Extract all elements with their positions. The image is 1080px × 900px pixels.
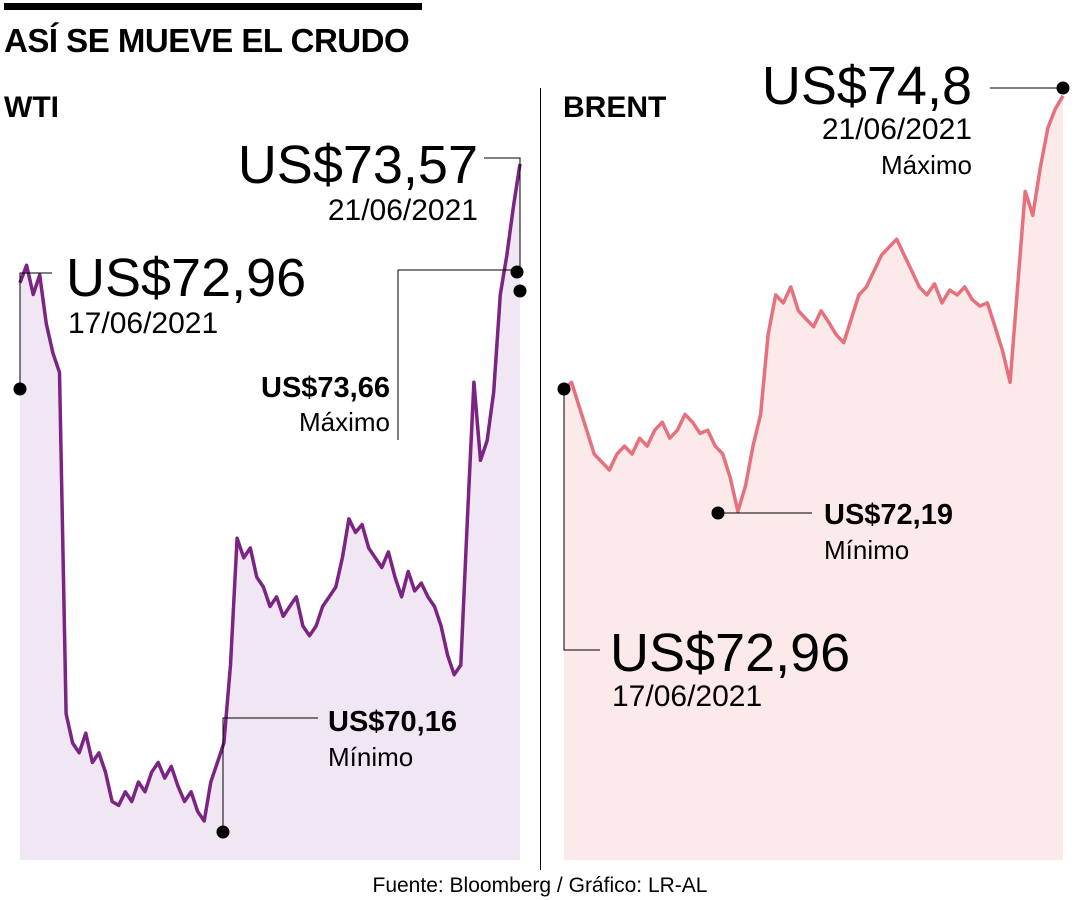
brent-start-date: 17/06/2021 — [612, 680, 762, 713]
wti-max-price: US$73,66 — [261, 372, 390, 404]
title-rule — [4, 3, 422, 10]
panel-divider — [540, 88, 541, 870]
brent-max-marker — [1056, 81, 1070, 95]
wti-min-leader — [222, 717, 318, 832]
wti-min-marker — [216, 825, 230, 839]
wti-panel-title: WTI — [4, 91, 59, 124]
wti-area — [20, 163, 520, 860]
source-note: Fuente: Bloomberg / Gráfico: LR-AL — [372, 874, 708, 897]
wti-end-price: US$73,57 — [238, 135, 478, 195]
brent-area — [564, 95, 1063, 860]
wti-end-marker — [513, 284, 527, 298]
wti-start-leader — [19, 272, 52, 388]
brent-start-leader — [563, 389, 600, 651]
wti-start-marker — [13, 382, 27, 396]
brent-max-date: 21/06/2021 — [822, 113, 972, 146]
wti-max-leader — [397, 269, 520, 440]
wti-min-label: Mínimo — [328, 742, 413, 772]
wti-max-label: Máximo — [299, 407, 390, 437]
brent-chart: US$74,8 21/06/2021 Máximo US$72,19 Mínim… — [557, 56, 1070, 860]
wti-max-marker — [510, 265, 524, 279]
brent-max-price: US$74,8 — [762, 56, 972, 116]
wti-chart: US$72,96 17/06/2021 US$73,57 21/06/2021 … — [13, 135, 527, 860]
brent-panel-title: BRENT — [563, 91, 667, 124]
brent-start-price: US$72,96 — [610, 623, 850, 683]
wti-end-date: 21/06/2021 — [328, 194, 478, 227]
wti-start-date: 17/06/2021 — [68, 307, 218, 340]
wti-end-leader — [484, 157, 521, 272]
chart-title: ASÍ SE MUEVE EL CRUDO — [4, 22, 410, 59]
brent-series-line — [562, 95, 1065, 514]
brent-min-price: US$72,19 — [824, 499, 953, 531]
wti-min-price: US$70,16 — [328, 706, 457, 738]
brent-max-label: Máximo — [881, 150, 972, 180]
brent-start-marker — [557, 382, 571, 396]
brent-min-label: Mínimo — [824, 535, 909, 565]
brent-min-marker — [711, 506, 725, 520]
wti-series-line — [18, 163, 522, 823]
wti-start-price: US$72,96 — [66, 248, 306, 308]
